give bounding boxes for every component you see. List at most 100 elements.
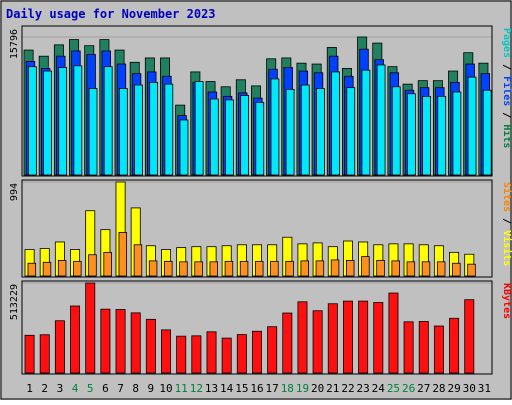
bar-kbytes-day-11 bbox=[176, 335, 187, 374]
bar-sites-day-16 bbox=[255, 260, 264, 277]
legend-entry: Files bbox=[501, 76, 512, 106]
bar-kbytes-day-26 bbox=[403, 321, 414, 374]
bar-pages-day-3 bbox=[58, 67, 68, 176]
bar-sites-day-30 bbox=[467, 263, 476, 277]
bar-pages-day-26 bbox=[407, 93, 416, 176]
bar-pages-day-7 bbox=[118, 88, 128, 176]
bar-kbytes-day-27 bbox=[418, 321, 429, 374]
x-tick-label: 20 bbox=[311, 382, 324, 395]
bar-sites-day-7 bbox=[118, 232, 128, 277]
bar-pages-day-19 bbox=[300, 84, 310, 176]
x-tick-label: 22 bbox=[341, 382, 354, 395]
bar-sites-day-21 bbox=[330, 259, 340, 277]
x-tick-label: 10 bbox=[159, 382, 172, 395]
legend-entry: / bbox=[501, 106, 512, 124]
bar-pages-day-8 bbox=[134, 84, 143, 176]
bar-pages-day-20 bbox=[316, 88, 325, 176]
x-tick-label: 23 bbox=[357, 382, 370, 395]
x-tick-label: 3 bbox=[57, 382, 64, 395]
x-tick-label: 25 bbox=[387, 382, 400, 395]
x-tick-label: 31 bbox=[478, 382, 491, 395]
bar-pages-day-2 bbox=[43, 70, 52, 176]
x-tick-label: 18 bbox=[281, 382, 294, 395]
legend-visits-sites: Sites / Visits bbox=[501, 182, 512, 266]
bar-pages-day-21 bbox=[331, 71, 340, 176]
bar-kbytes-day-13 bbox=[206, 331, 217, 374]
bar-sites-day-29 bbox=[452, 262, 461, 277]
bar-kbytes-day-15 bbox=[236, 334, 247, 374]
x-tick-label: 26 bbox=[402, 382, 415, 395]
bar-sites-day-2 bbox=[42, 261, 52, 277]
bar-pages-day-17 bbox=[270, 78, 280, 176]
x-tick-label: 8 bbox=[132, 382, 139, 395]
bar-kbytes-day-21 bbox=[327, 303, 338, 374]
bar-kbytes-day-7 bbox=[115, 309, 126, 374]
bar-kbytes-day-9 bbox=[145, 318, 156, 374]
legend-hits-files-pages: Pages / Files / Hits bbox=[501, 28, 512, 148]
bar-sites-day-10 bbox=[164, 260, 173, 277]
bar-kbytes-day-3 bbox=[54, 320, 65, 374]
bar-sites-day-3 bbox=[57, 259, 67, 277]
x-tick-label: 2 bbox=[41, 382, 48, 395]
bar-sites-day-19 bbox=[300, 260, 309, 277]
bar-kbytes-day-24 bbox=[373, 302, 384, 374]
bar-pages-day-18 bbox=[285, 88, 295, 176]
bar-pages-day-1 bbox=[27, 66, 37, 176]
x-tick-label: 7 bbox=[117, 382, 124, 395]
panel-kbytes: 513229 KBytes bbox=[9, 280, 512, 375]
bar-kbytes-day-6 bbox=[100, 308, 111, 374]
x-tick-label: 6 bbox=[102, 382, 109, 395]
bar-kbytes-day-1 bbox=[24, 334, 35, 374]
bar-sites-day-23 bbox=[361, 256, 370, 277]
bar-sites-day-8 bbox=[133, 244, 143, 277]
bar-sites-day-6 bbox=[103, 251, 112, 277]
x-tick-label: 16 bbox=[250, 382, 263, 395]
y-max-label: 994 bbox=[9, 183, 20, 201]
x-tick-label: 9 bbox=[148, 382, 155, 395]
x-tick-label: 30 bbox=[463, 382, 476, 395]
bar-sites-day-12 bbox=[194, 261, 203, 277]
bar-kbytes-day-30 bbox=[464, 299, 475, 374]
y-max-label: 15796 bbox=[9, 29, 20, 59]
bar-kbytes-day-5 bbox=[85, 282, 96, 374]
bar-kbytes-day-19 bbox=[297, 301, 308, 374]
bar-sites-day-11 bbox=[179, 261, 188, 277]
x-tick-label: 17 bbox=[266, 382, 279, 395]
bar-sites-day-15 bbox=[239, 260, 249, 277]
legend-entry: Visits bbox=[501, 230, 512, 266]
bar-kbytes-day-10 bbox=[161, 329, 172, 374]
bar-sites-day-13 bbox=[209, 261, 219, 277]
bar-kbytes-day-28 bbox=[433, 325, 444, 374]
bar-pages-day-31 bbox=[482, 89, 492, 176]
x-tick-label: 13 bbox=[205, 382, 218, 395]
bar-pages-day-29 bbox=[452, 91, 462, 176]
bar-kbytes-day-25 bbox=[388, 292, 399, 374]
panel-hits-files-pages: 15796 Pages / Files / Hits bbox=[9, 25, 512, 177]
bar-kbytes-day-22 bbox=[342, 300, 353, 374]
bar-pages-day-12 bbox=[194, 81, 204, 176]
bar-kbytes-day-8 bbox=[130, 312, 141, 374]
bar-sites-day-1 bbox=[27, 262, 37, 277]
x-tick-label: 28 bbox=[432, 382, 445, 395]
legend-entry: / bbox=[501, 58, 512, 76]
bar-pages-day-16 bbox=[255, 102, 265, 176]
bar-pages-day-11 bbox=[179, 119, 189, 176]
y-max-label: 513229 bbox=[9, 284, 20, 320]
bar-pages-day-28 bbox=[437, 95, 447, 176]
bar-pages-day-4 bbox=[73, 65, 83, 176]
x-tick-label: 11 bbox=[175, 382, 188, 395]
bar-sites-day-9 bbox=[148, 260, 158, 277]
chart-title: Daily usage for November 2023 bbox=[6, 7, 216, 21]
x-tick-label: 4 bbox=[72, 382, 79, 395]
x-tick-label: 15 bbox=[235, 382, 248, 395]
bar-pages-day-27 bbox=[422, 95, 431, 176]
bar-sites-day-14 bbox=[224, 260, 234, 277]
x-tick-label: 21 bbox=[326, 382, 339, 395]
bar-kbytes-day-18 bbox=[282, 312, 293, 374]
bar-kbytes-day-23 bbox=[358, 300, 369, 374]
bar-pages-day-9 bbox=[149, 81, 159, 176]
x-tick-label: 29 bbox=[447, 382, 460, 395]
